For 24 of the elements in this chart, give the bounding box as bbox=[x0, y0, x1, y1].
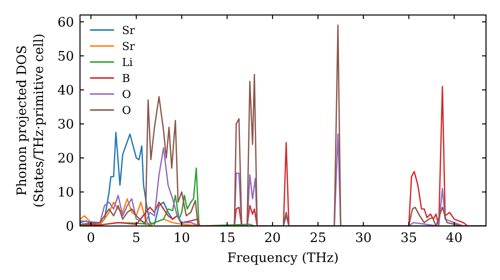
y-tick-label: 40 bbox=[57, 83, 74, 98]
legend-label: Sr bbox=[122, 24, 136, 37]
x-tick-label: 30 bbox=[355, 231, 372, 246]
legend-label: Sr bbox=[122, 40, 136, 53]
x-tick-label: 0 bbox=[86, 231, 96, 246]
legend-label: O bbox=[122, 88, 132, 101]
y-tick-label: 30 bbox=[57, 117, 74, 132]
y-tick-label: 10 bbox=[57, 185, 74, 200]
x-tick-label: 40 bbox=[446, 231, 462, 246]
y-tick-label: 0 bbox=[66, 220, 74, 234]
y-axis-title: Phonon projected DOS (States/THz·primitive cell) bbox=[15, 33, 47, 208]
y-tick-label: 20 bbox=[57, 151, 74, 166]
x-axis-title: Frequency (THz) bbox=[227, 251, 339, 266]
legend-label: O bbox=[122, 104, 132, 117]
x-tick-label: 5 bbox=[132, 231, 140, 246]
legend-label: Li bbox=[122, 56, 134, 69]
x-tick-label: 35 bbox=[400, 231, 418, 246]
y-tick-label: 60 bbox=[57, 15, 74, 30]
legend-label: B bbox=[122, 72, 130, 85]
x-tick-label: 15 bbox=[218, 231, 236, 246]
x-tick-label: 25 bbox=[310, 231, 326, 246]
x-tick-label: 10 bbox=[173, 231, 190, 246]
y-tick-label: 50 bbox=[57, 49, 74, 64]
x-tick-label: 20 bbox=[264, 231, 281, 246]
